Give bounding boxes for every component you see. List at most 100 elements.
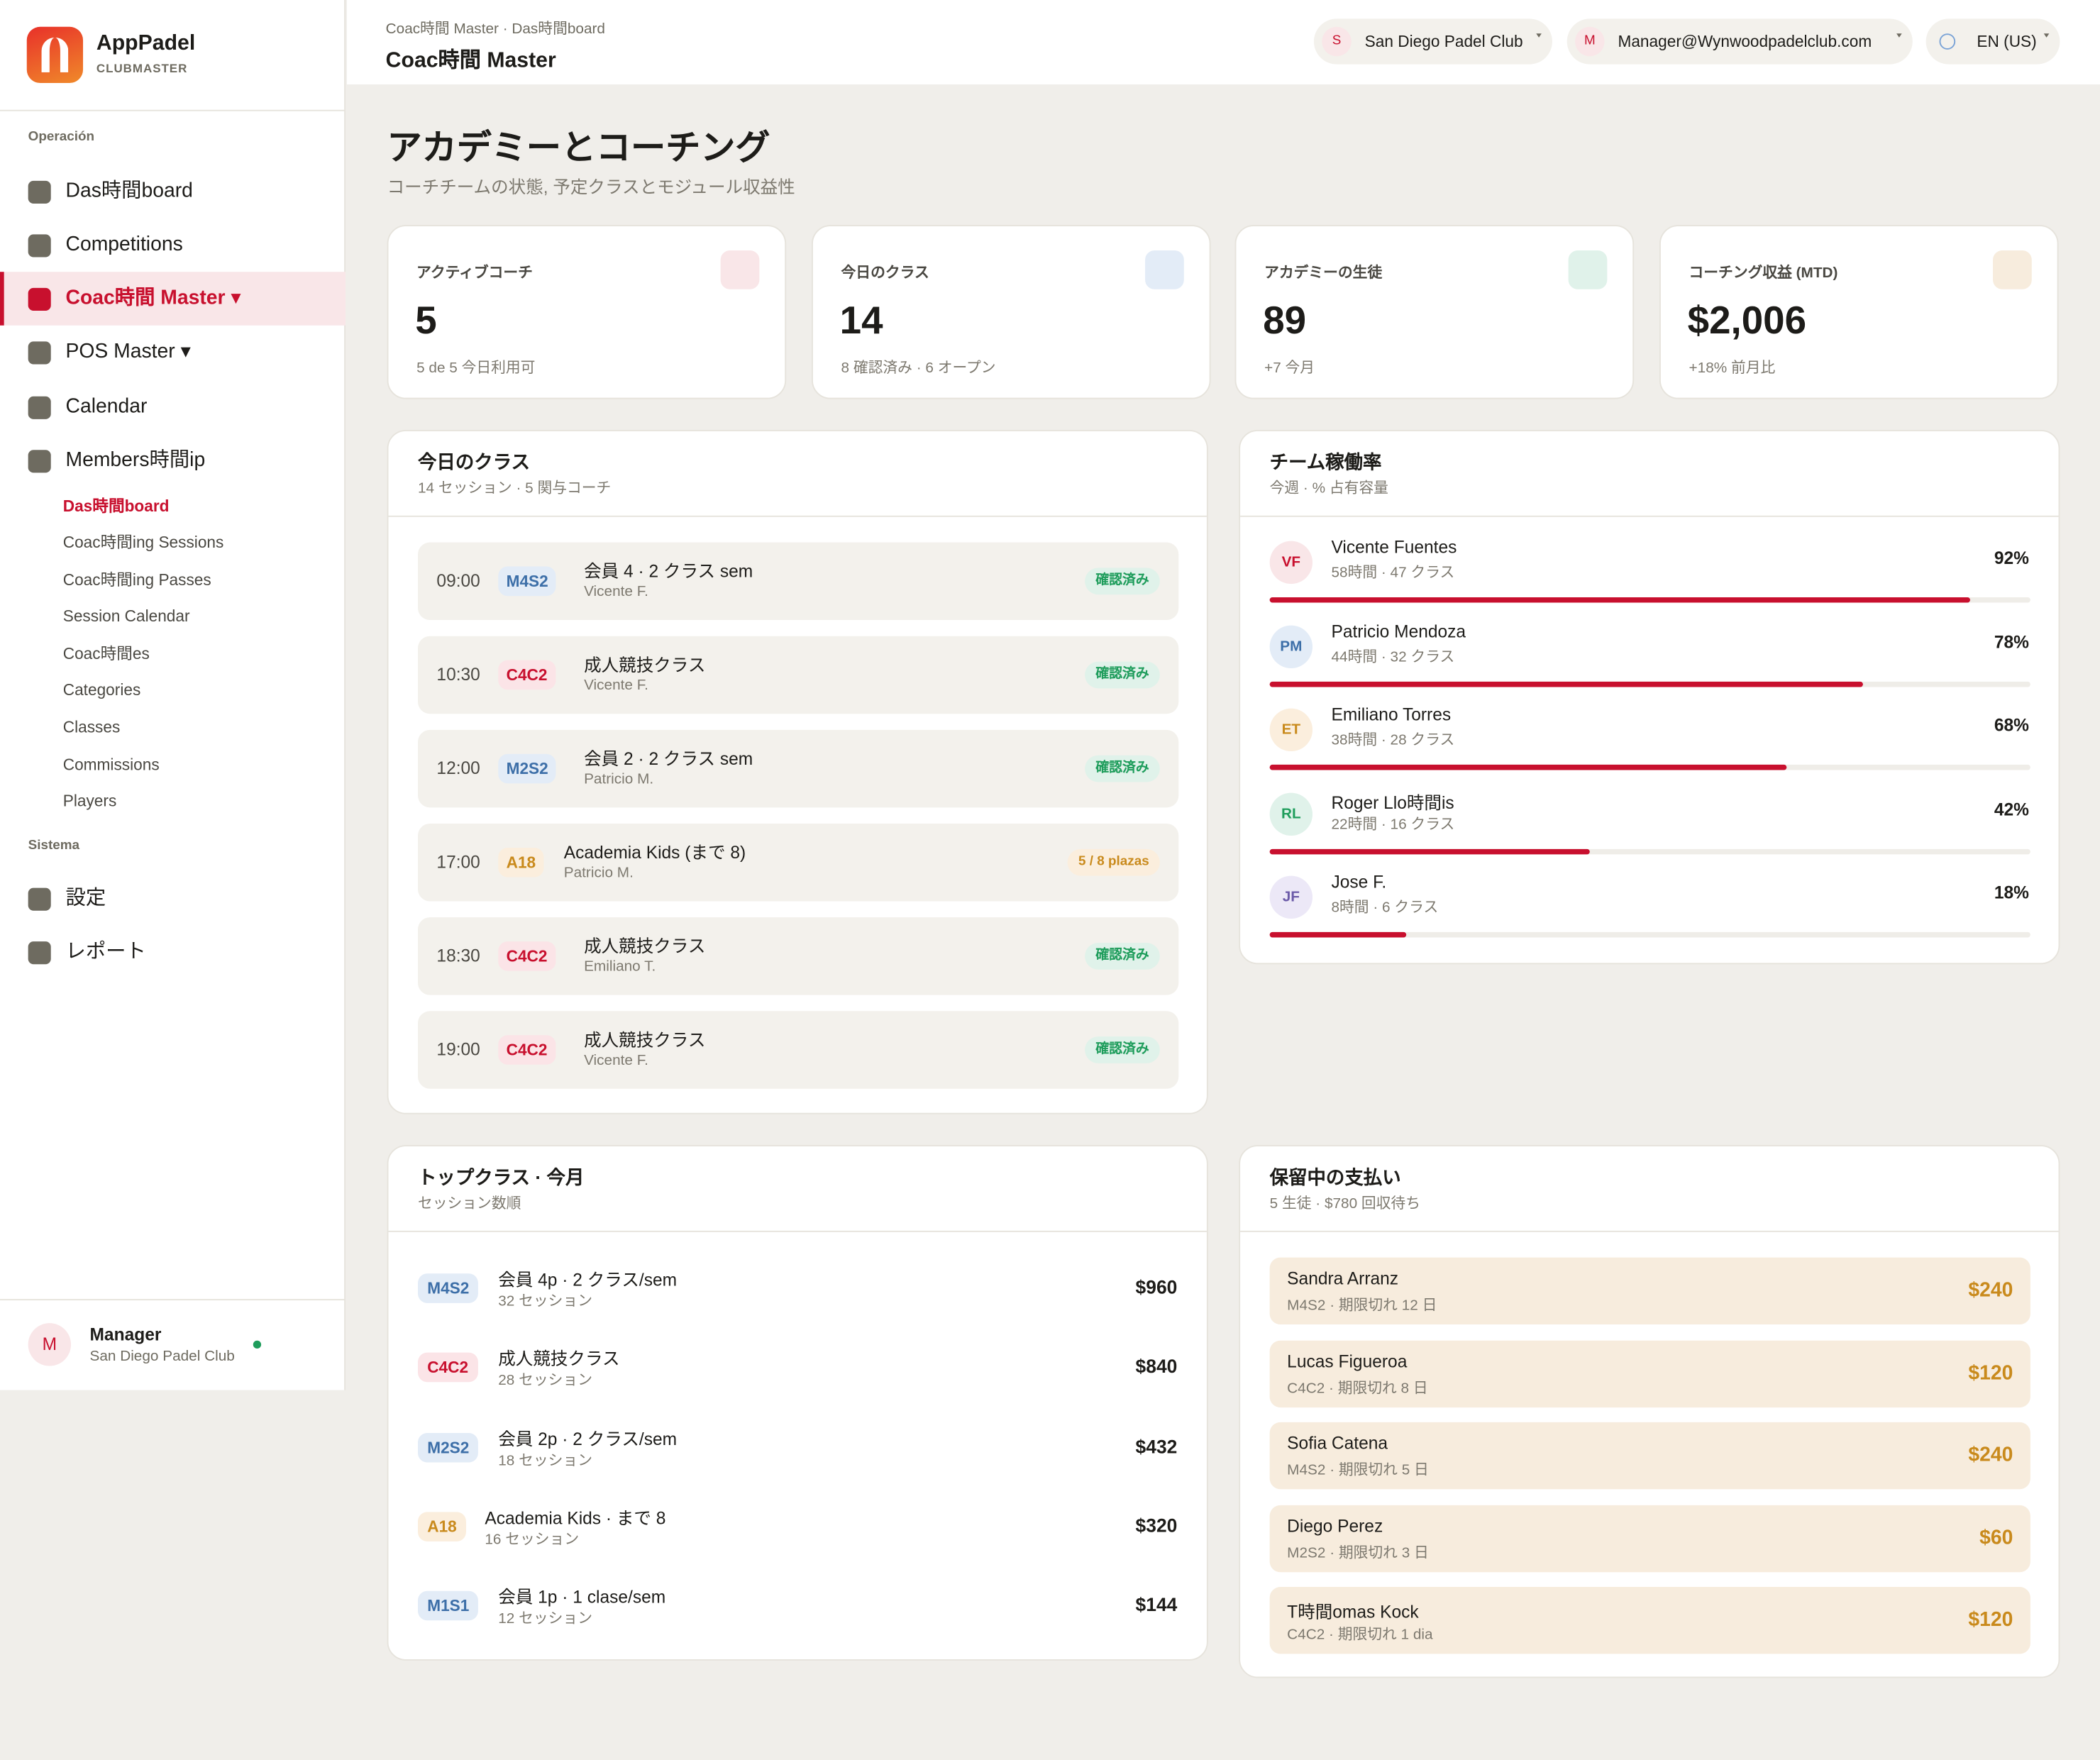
class-code: M2S2 — [417, 1432, 479, 1462]
kpi-value: 89 — [1263, 299, 1307, 343]
globe-icon — [1939, 33, 1956, 50]
page-title: アカデミーとコーチング — [387, 127, 770, 167]
coach-avatar: JF — [1269, 875, 1313, 919]
payment-detail: M4S2 · 期限切れ 12 日 — [1287, 1297, 1437, 1314]
util-track — [1269, 931, 2030, 938]
kpi-card: アカデミーの生徒 89 +7 今月 — [1234, 225, 1635, 399]
class-coach: Emiliano T. — [584, 958, 656, 975]
class-status: 確認済み — [1085, 568, 1160, 595]
brand-sub: CLUBMASTER — [96, 61, 188, 75]
pill-caret — [1536, 33, 1542, 38]
pill-caret — [2043, 33, 2050, 38]
nav-item[interactable]: Das時間board — [65, 179, 193, 203]
section-label: Operación — [28, 130, 95, 145]
header-pill[interactable]: S San Diego Padel Club — [1313, 18, 1552, 65]
pill-label: San Diego Padel Club — [1364, 32, 1523, 51]
nav-item[interactable]: Coac時間 Master ▾ — [65, 286, 241, 310]
class-code: C4C2 — [498, 1035, 556, 1065]
util-bar — [1269, 764, 1787, 770]
class-row: 10:30 C4C2 成人競技クラス Vicente F. 確認済み — [417, 636, 1179, 714]
top-class-sessions: 32 セッション — [498, 1293, 592, 1310]
nav-item[interactable]: Calendar — [65, 394, 148, 418]
section-label: Sistema — [28, 838, 80, 853]
nav-icon — [28, 941, 51, 965]
divider — [1240, 1230, 2059, 1232]
nav-icon — [28, 396, 51, 419]
payment-name: T時間omas Kock — [1287, 1601, 1419, 1622]
panel: 保留中の支払い 5 生徒 · $780 回収待ち Sandra Arranz M4S2… — [1239, 1145, 2060, 1678]
payment-name: Sandra Arranz — [1287, 1268, 1399, 1289]
coach-percent: 42% — [1994, 799, 2030, 819]
class-name: 会員 2 · 2 クラス sem — [584, 748, 753, 769]
logo-mark — [41, 37, 69, 72]
nav-sub-item[interactable]: Coac時間ing Sessions — [62, 533, 224, 552]
panel: 今日のクラス 14 セッション · 5 関与コーチ 09:00 M4S2 会員 4 · … — [387, 429, 1208, 1114]
util-track — [1269, 848, 2030, 854]
class-row: 19:00 C4C2 成人競技クラス Vicente F. 確認済み — [417, 1011, 1179, 1089]
top-class-name: 成人競技クラス — [498, 1349, 620, 1369]
nav-item[interactable]: Members時間ip — [65, 448, 206, 472]
nav-item[interactable]: Competitions — [65, 233, 183, 256]
top-class-amount: $432 — [1135, 1434, 1178, 1457]
nav-sub-item[interactable]: Commissions — [62, 755, 160, 775]
top-class-amount: $320 — [1135, 1514, 1178, 1537]
payment-name: Lucas Figueroa — [1287, 1350, 1408, 1371]
top-class-sessions: 16 セッション — [485, 1532, 580, 1549]
class-coach: Vicente F. — [584, 1052, 648, 1069]
pill-avatar: M — [1575, 26, 1605, 57]
top-class-sessions: 28 セッション — [498, 1373, 592, 1390]
coach-detail: 8時間 · 6 クラス — [1331, 900, 1439, 917]
nav-icon — [28, 287, 51, 311]
class-code: C4C2 — [417, 1353, 478, 1383]
nav-sub-item[interactable]: Coac時間es — [62, 644, 150, 663]
payment-detail: C4C2 · 期限切れ 1 dia — [1287, 1627, 1433, 1644]
class-coach: Patricio M. — [584, 771, 654, 788]
class-status: 確認済み — [1085, 661, 1160, 689]
sidebar: AppPadel CLUBMASTER Operación Das時間board Com… — [0, 0, 346, 1390]
nav-item[interactable]: レポート — [65, 940, 146, 963]
class-code: A18 — [498, 847, 544, 878]
coach-name: Roger Llo時間is — [1331, 792, 1454, 812]
panel-title: チーム稼働率 — [1269, 451, 1382, 473]
nav-sub-item[interactable]: Categories — [62, 680, 141, 699]
header-pill[interactable]: M Manager@Wynwoodpadelclub.com — [1566, 18, 1913, 65]
kpi-icon — [1568, 250, 1608, 289]
nav-sub-item[interactable]: Players — [62, 791, 117, 811]
divider — [0, 109, 346, 111]
payment-amount: $240 — [1968, 1278, 2013, 1302]
class-name: 会員 4 · 2 クラス sem — [584, 560, 753, 582]
kpi-value: 14 — [839, 299, 883, 343]
coach-avatar: ET — [1269, 708, 1313, 752]
kpi-note: +18% 前月比 — [1689, 360, 1776, 377]
class-time: 10:30 — [436, 664, 480, 685]
nav-sub-item[interactable]: Classes — [62, 717, 121, 737]
pill-caret — [1896, 33, 1902, 38]
util-bar — [1269, 597, 1970, 603]
header-pill[interactable]: EN (US) — [1925, 18, 2060, 65]
top-class-amount: $960 — [1135, 1276, 1178, 1298]
nav-item[interactable]: POS Master ▾ — [65, 340, 191, 363]
coach-name: Emiliano Torres — [1331, 704, 1452, 725]
class-code: M2S2 — [498, 753, 557, 784]
top-class-amount: $144 — [1135, 1593, 1178, 1616]
nav-icon — [28, 887, 51, 911]
nav-sub-item[interactable]: Das時間board — [62, 497, 170, 516]
panel-title: 今日のクラス — [417, 451, 531, 473]
nav-active-bg — [0, 272, 346, 326]
coach-avatar: PM — [1269, 624, 1313, 668]
panel-title: 保留中の支払い — [1269, 1166, 1401, 1188]
pill-label: Manager@Wynwoodpadelclub.com — [1618, 32, 1872, 51]
nav-sub-item[interactable]: Coac時間ing Passes — [62, 570, 211, 590]
nav-item[interactable]: 設定 — [65, 886, 106, 909]
nav-icon — [28, 180, 51, 204]
class-row: 09:00 M4S2 会員 4 · 2 クラス sem Vicente F. 確認済み — [417, 542, 1179, 621]
coach-detail: 58時間 · 47 クラス — [1331, 565, 1455, 582]
kpi-icon — [720, 250, 760, 289]
nav-sub-item[interactable]: Session Calendar — [62, 607, 190, 626]
payment-amount: $60 — [1979, 1526, 2013, 1549]
panel-subtitle: 今週 · % 占有容量 — [1269, 480, 1388, 497]
user-avatar: M — [28, 1323, 72, 1366]
top-class-name: Academia Kids · まで 8 — [485, 1507, 666, 1528]
class-name: 成人競技クラス — [584, 1029, 706, 1051]
